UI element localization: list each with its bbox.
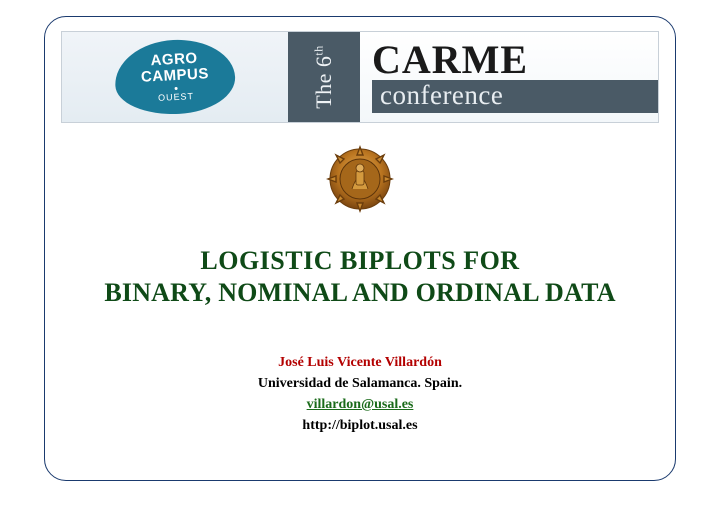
author-url: http://biplot.usal.es: [55, 415, 665, 436]
title-line1: LOGISTIC BIPLOTS FOR: [55, 246, 665, 276]
crest-container: [55, 141, 665, 222]
edition-label: The 6th: [311, 45, 337, 109]
carme-title: CARME: [372, 42, 658, 78]
author-name: José Luis Vicente Villardón: [55, 352, 665, 373]
banner-right-panel: CARME conference: [360, 32, 658, 122]
author-email: villardon@usal.es: [55, 394, 665, 415]
author-affiliation: Universidad de Salamanca. Spain.: [55, 373, 665, 394]
presentation-title: LOGISTIC BIPLOTS FOR BINARY, NOMINAL AND…: [55, 246, 665, 308]
edition-text: The 6: [311, 56, 336, 109]
banner-left-panel: AGRO CAMPUS OUEST: [62, 32, 288, 122]
dot-icon: [174, 87, 177, 90]
slide-frame: AGRO CAMPUS OUEST The 6th CARME conferen…: [44, 16, 676, 481]
agro-line3: OUEST: [158, 91, 194, 103]
banner-mid-panel: The 6th: [288, 32, 360, 122]
agro-line2: CAMPUS: [141, 66, 210, 85]
edition-sup: th: [312, 45, 326, 55]
title-line2: BINARY, NOMINAL AND ORDINAL DATA: [55, 278, 665, 308]
conference-banner: AGRO CAMPUS OUEST The 6th CARME conferen…: [61, 31, 659, 123]
agro-campus-badge: AGRO CAMPUS OUEST: [113, 37, 237, 117]
author-block: José Luis Vicente Villardón Universidad …: [55, 352, 665, 436]
conference-subtitle: conference: [372, 80, 658, 113]
university-crest-icon: [322, 141, 398, 222]
